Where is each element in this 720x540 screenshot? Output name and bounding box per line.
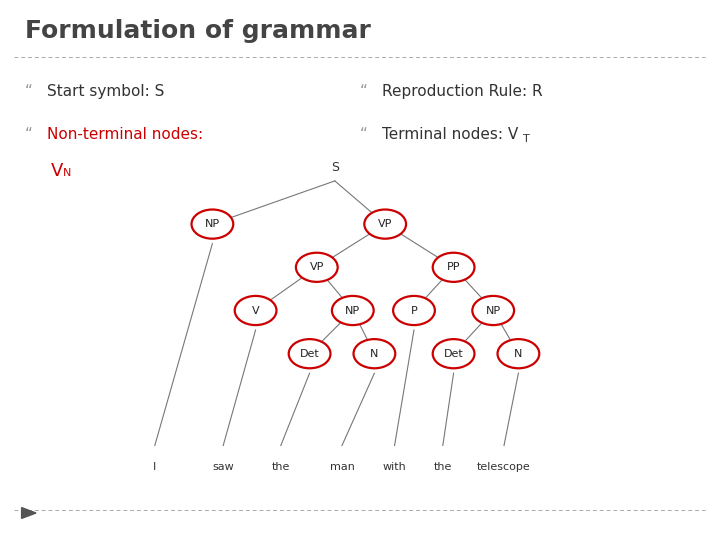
Text: Non-terminal nodes:: Non-terminal nodes: xyxy=(47,127,203,142)
Text: T: T xyxy=(523,134,529,144)
Text: “: “ xyxy=(25,127,33,142)
Ellipse shape xyxy=(296,253,338,282)
Text: man: man xyxy=(330,462,354,472)
Ellipse shape xyxy=(433,253,474,282)
Polygon shape xyxy=(22,508,36,518)
Text: S: S xyxy=(330,161,339,174)
Text: NP: NP xyxy=(345,306,361,315)
Text: Formulation of grammar: Formulation of grammar xyxy=(25,19,371,43)
Text: I: I xyxy=(153,462,156,472)
Text: Terminal nodes: V: Terminal nodes: V xyxy=(382,127,518,142)
Ellipse shape xyxy=(289,339,330,368)
Text: Det: Det xyxy=(300,349,320,359)
Ellipse shape xyxy=(354,339,395,368)
Ellipse shape xyxy=(393,296,435,325)
Text: NP: NP xyxy=(485,306,501,315)
Text: saw: saw xyxy=(212,462,234,472)
Ellipse shape xyxy=(235,296,276,325)
Text: NP: NP xyxy=(204,219,220,229)
Text: with: with xyxy=(383,462,406,472)
Text: “: “ xyxy=(360,84,368,99)
Text: the: the xyxy=(433,462,452,472)
Text: “: “ xyxy=(360,127,368,142)
Text: Reproduction Rule: R: Reproduction Rule: R xyxy=(382,84,542,99)
Text: Start symbol: S: Start symbol: S xyxy=(47,84,164,99)
Text: “: “ xyxy=(25,84,33,99)
Text: V: V xyxy=(50,162,63,180)
Text: VP: VP xyxy=(378,219,392,229)
Text: N: N xyxy=(63,168,72,179)
Text: the: the xyxy=(271,462,290,472)
Text: telescope: telescope xyxy=(477,462,531,472)
Text: VP: VP xyxy=(310,262,324,272)
Text: V: V xyxy=(252,306,259,315)
Ellipse shape xyxy=(332,296,374,325)
Ellipse shape xyxy=(433,339,474,368)
Text: Det: Det xyxy=(444,349,464,359)
Text: PP: PP xyxy=(447,262,460,272)
Ellipse shape xyxy=(472,296,514,325)
Text: N: N xyxy=(514,349,523,359)
Ellipse shape xyxy=(364,210,406,239)
Text: P: P xyxy=(410,306,418,315)
Text: N: N xyxy=(370,349,379,359)
Ellipse shape xyxy=(498,339,539,368)
Ellipse shape xyxy=(192,210,233,239)
